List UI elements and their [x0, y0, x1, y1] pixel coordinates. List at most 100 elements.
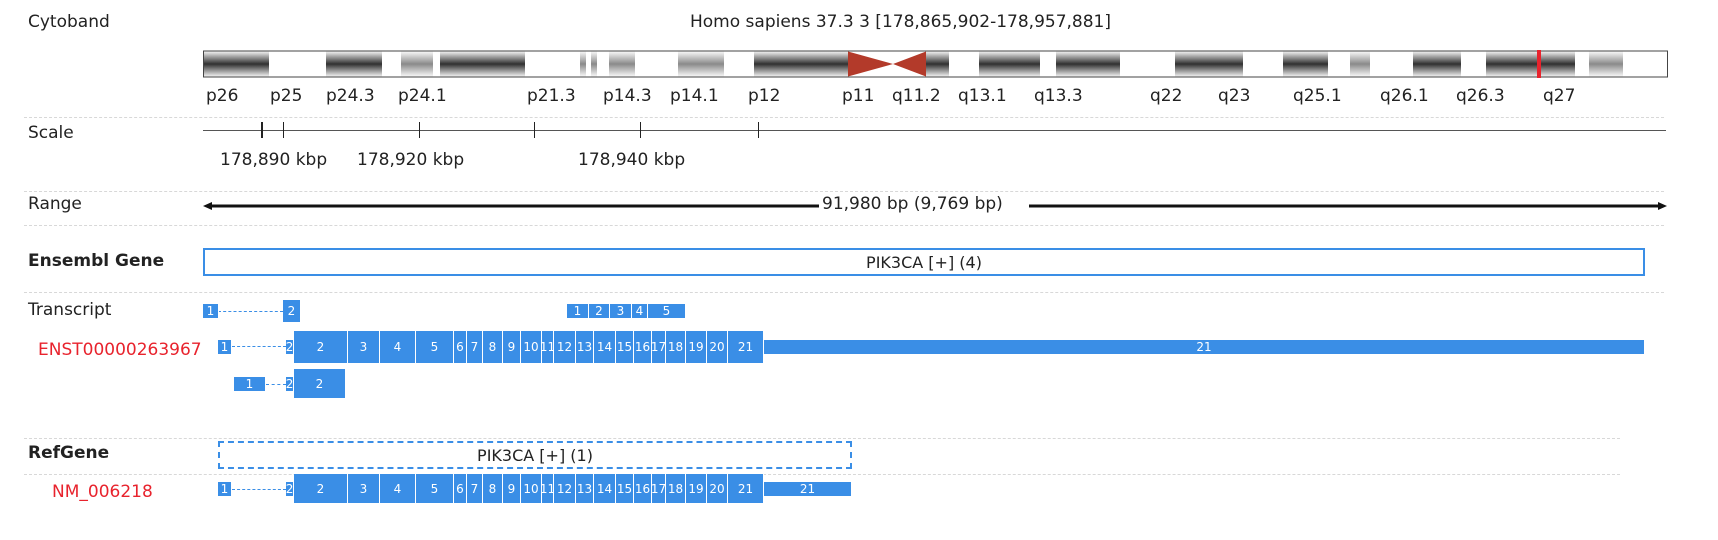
transcript-exon[interactable]: 20 [707, 331, 728, 363]
transcript-exon[interactable]: 19 [686, 331, 707, 363]
refgene-exon[interactable]: 10 [521, 474, 542, 503]
refgene-exon[interactable]: 12 [554, 474, 576, 503]
transcript-exon[interactable]: 2 [589, 304, 610, 318]
transcript-exon[interactable]: 13 [576, 331, 594, 363]
transcript-exon[interactable]: 12 [554, 331, 576, 363]
scale-axis [203, 130, 1666, 131]
transcript-exon[interactable]: 6 [454, 331, 467, 363]
refgene-exon[interactable]: 3 [348, 474, 380, 503]
track-divider [24, 191, 1664, 192]
band-p21.3b [591, 51, 597, 77]
range-arrow [203, 202, 1667, 210]
band-label: p14.1 [670, 86, 719, 106]
centromere-p [848, 51, 893, 77]
refgene-exon[interactable]: 2 [286, 482, 294, 496]
band-label: p14.3 [603, 86, 652, 106]
refgene-exon[interactable]: 19 [686, 474, 707, 503]
transcript-exon[interactable]: 14 [594, 331, 616, 363]
band-label: p25 [270, 86, 303, 106]
band-label: p12 [748, 86, 781, 106]
refgene-exon[interactable]: 20 [707, 474, 728, 503]
transcript-exon[interactable]: 2 [286, 340, 294, 354]
scale-tick [419, 122, 420, 138]
refgene-id[interactable]: NM_006218 [52, 482, 153, 502]
current-region-marker [1537, 50, 1541, 78]
transcript-exon[interactable]: 8 [483, 331, 503, 363]
refgene-exon[interactable]: 2 [294, 474, 348, 503]
transcript-exon[interactable]: 4 [380, 331, 416, 363]
transcript-exon[interactable]: 1 [203, 304, 219, 318]
transcript-exon[interactable]: 9 [503, 331, 521, 363]
refgene-label: RefGene [28, 443, 110, 463]
scale-tick [283, 122, 284, 138]
refgene-exon[interactable]: 17 [652, 474, 666, 503]
transcript-exon[interactable]: 15 [616, 331, 634, 363]
band-q13.1 [979, 51, 1040, 77]
transcript-exon[interactable]: 3 [348, 331, 380, 363]
refgene-box[interactable]: PIK3CA [+] (1) [218, 441, 852, 469]
band-q26.3a [1486, 51, 1539, 77]
centromere-q [893, 51, 926, 77]
transcript-exon[interactable]: 2 [294, 331, 348, 363]
scale-tick [640, 122, 641, 138]
transcript-exon-utr[interactable]: 21 [764, 340, 1645, 354]
transcript-exon[interactable]: 2 [286, 377, 294, 391]
refgene-exon[interactable]: 16 [634, 474, 652, 503]
intron-line [218, 311, 283, 312]
band-label: p21.3 [527, 86, 576, 106]
transcript-exon[interactable]: 1 [567, 304, 589, 318]
transcript-exon[interactable]: 17 [652, 331, 666, 363]
track-divider [24, 474, 1620, 475]
band-p24.1a [401, 51, 433, 77]
transcript-exon[interactable]: 1 [234, 377, 266, 391]
transcript-id[interactable]: ENST00000263967 [38, 340, 202, 360]
transcript-exon[interactable]: 5 [648, 304, 686, 318]
transcript-exon[interactable]: 10 [521, 331, 542, 363]
transcript-exon[interactable]: 16 [634, 331, 652, 363]
transcript-exon[interactable]: 21 [728, 331, 764, 363]
refgene-exon[interactable]: 14 [594, 474, 616, 503]
refgene-exon[interactable]: 9 [503, 474, 521, 503]
track-divider [24, 117, 1664, 118]
transcript-exon[interactable]: 7 [467, 331, 483, 363]
transcript-exon[interactable]: 4 [632, 304, 648, 318]
refgene-exon[interactable]: 18 [666, 474, 686, 503]
refgene-exon[interactable]: 7 [467, 474, 483, 503]
refgene-exon[interactable]: 21 [728, 474, 764, 503]
transcript-exon[interactable]: 2 [294, 369, 346, 398]
transcript-exon[interactable]: 18 [666, 331, 686, 363]
band-p26 [204, 51, 269, 77]
ensembl-gene-name: PIK3CA [+] (4) [866, 252, 982, 272]
band-label: p11 [842, 86, 875, 106]
band-label: p26 [206, 86, 239, 106]
transcript-exon[interactable]: 2 [283, 300, 301, 322]
refgene-exon[interactable]: 11 [542, 474, 554, 503]
intron-line [232, 489, 286, 490]
band-label: q26.3 [1456, 86, 1505, 106]
intron-line [232, 346, 286, 347]
scale-tick-label: 178,890 kbp [220, 150, 328, 170]
refgene-exon[interactable]: 5 [416, 474, 454, 503]
band-p12 [754, 51, 848, 77]
refgene-exon[interactable]: 6 [454, 474, 467, 503]
refgene-exon[interactable]: 8 [483, 474, 503, 503]
refgene-gene-name: PIK3CA [+] (1) [477, 445, 593, 465]
range-label: Range [28, 194, 82, 214]
band-label: q13.1 [958, 86, 1007, 106]
intron-line [266, 384, 286, 385]
ensembl-gene-box[interactable]: PIK3CA [+] (4) [203, 248, 1645, 276]
refgene-exon[interactable]: 1 [218, 482, 232, 496]
band-p14.3 [609, 51, 635, 77]
transcript-exon[interactable]: 11 [542, 331, 554, 363]
refgene-exon[interactable]: 15 [616, 474, 634, 503]
band-label: q22 [1150, 86, 1183, 106]
transcript-exon[interactable]: 3 [610, 304, 632, 318]
chromosome-ideogram[interactable] [203, 50, 1669, 80]
refgene-exon[interactable]: 4 [380, 474, 416, 503]
scale-tick-label: 178,940 kbp [578, 150, 686, 170]
refgene-exon-utr[interactable]: 21 [764, 482, 852, 496]
transcript-exon[interactable]: 5 [416, 331, 454, 363]
band-label: q23 [1218, 86, 1251, 106]
transcript-exon[interactable]: 1 [218, 340, 232, 354]
refgene-exon[interactable]: 13 [576, 474, 594, 503]
